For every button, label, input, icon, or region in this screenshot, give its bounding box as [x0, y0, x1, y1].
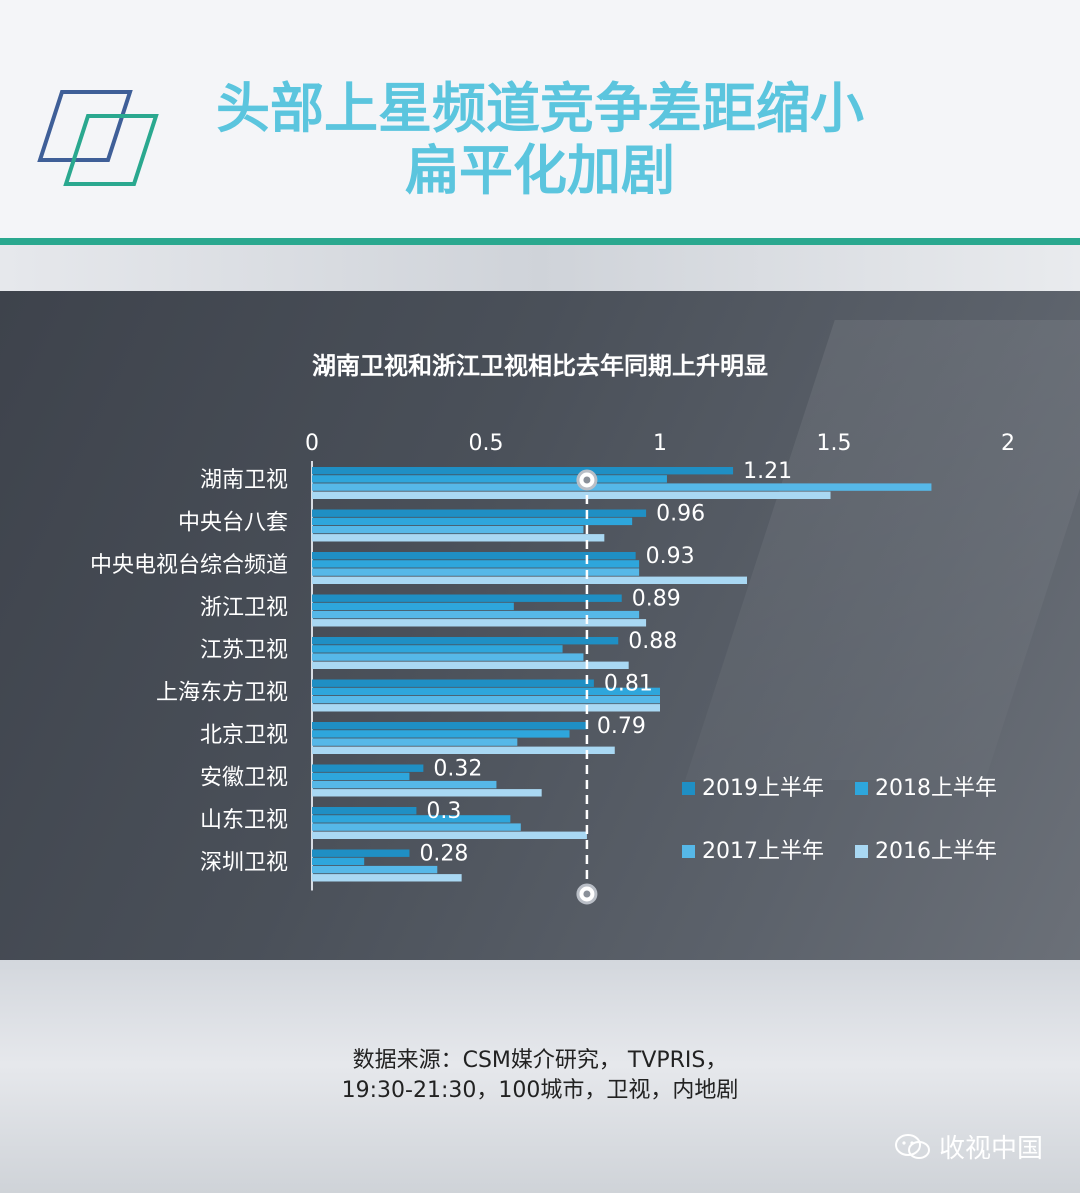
bar-3	[312, 704, 660, 712]
source-line-2: 19:30-21:30，100城市，卫视，内地剧	[341, 1078, 739, 1103]
category-label: 上海东方卫视	[156, 681, 288, 706]
x-tick-label: 1.5	[817, 431, 852, 456]
category-label: 浙江卫视	[200, 596, 288, 621]
x-tick-label: 2	[1001, 431, 1015, 456]
bar-1	[312, 730, 570, 738]
header-divider	[0, 238, 1080, 245]
bar-3	[312, 746, 615, 754]
legend-label: 2017上半年	[702, 839, 824, 864]
reference-marker-dot	[583, 476, 591, 484]
bar-2	[312, 483, 932, 491]
legend-swatch	[682, 782, 695, 795]
wechat-icon	[895, 1133, 930, 1159]
category-label: 北京卫视	[200, 723, 288, 748]
legend-label: 2016上半年	[875, 839, 997, 864]
bar-2	[312, 865, 438, 874]
background-band	[0, 245, 1080, 291]
category-label: 安徽卫视	[200, 766, 288, 791]
bar-2	[312, 653, 584, 661]
category-label: 中央电视台综合频道	[90, 553, 288, 578]
bar-1	[312, 602, 514, 611]
bar-2	[312, 568, 640, 576]
bar-0	[312, 764, 424, 772]
data-label: 0.96	[656, 502, 705, 527]
bar-1	[312, 475, 667, 483]
legend-swatch	[682, 845, 695, 858]
bar-1	[312, 687, 660, 696]
bar-chart: 0 0.5 1 1.5 2 湖南卫视 1.21 中央台八套 0.96 中央电视台综合频道 0.93 浙…	[90, 431, 1015, 905]
data-label: 0.88	[628, 629, 677, 654]
page-title-line2: 扁平化加剧	[405, 139, 675, 202]
legend-label: 2019上半年	[702, 776, 824, 801]
bar-0	[312, 509, 647, 517]
legend-label: 2018上半年	[875, 776, 997, 801]
category-label: 山东卫视	[200, 808, 288, 833]
bar-2	[312, 823, 521, 831]
bar-0	[312, 849, 410, 857]
data-label: 1.21	[743, 459, 792, 484]
data-label: 0.89	[632, 587, 681, 612]
data-label: 0.28	[419, 842, 468, 867]
header-banner	[0, 0, 1080, 238]
bar-1	[312, 857, 365, 866]
x-tick-label: 0.5	[469, 431, 504, 456]
x-tick-label: 0	[305, 431, 319, 456]
legend-swatch	[855, 782, 868, 795]
bar-2	[312, 610, 640, 619]
source-line-1: 数据来源：CSM媒介研究， TVPRIS，	[352, 1048, 728, 1073]
data-label: 0.93	[646, 544, 695, 569]
legend-swatch	[855, 845, 868, 858]
bar-1	[312, 517, 633, 526]
bar-2	[312, 525, 584, 534]
bar-0	[312, 594, 622, 602]
bar-3	[312, 576, 747, 584]
bar-3	[312, 491, 831, 499]
bar-2	[312, 695, 660, 704]
bar-3	[312, 831, 587, 839]
bar-0	[312, 807, 417, 815]
bar-3	[312, 534, 605, 542]
bar-3	[312, 661, 629, 669]
brand-watermark: 收视中国	[895, 1128, 1043, 1165]
data-label: 0.79	[597, 714, 646, 739]
data-source: 数据来源：CSM媒介研究， TVPRIS， 19:30-21:30，100城市，…	[0, 1046, 1080, 1106]
bar-2	[312, 738, 518, 746]
category-label: 深圳卫视	[200, 851, 288, 876]
data-label: 0.3	[426, 799, 461, 824]
chart-title: 湖南卫视和浙江卫视相比去年同期上升明显	[312, 352, 768, 380]
bar-3	[312, 874, 462, 882]
page-title-line1: 头部上星频道竞争差距缩小	[216, 77, 864, 140]
bar-0	[312, 467, 734, 475]
bar-0	[312, 679, 594, 687]
bar-3	[312, 789, 542, 797]
category-label: 中央台八套	[178, 511, 288, 536]
bar-0	[312, 722, 587, 730]
x-tick-label: 1	[653, 431, 667, 456]
bar-1	[312, 815, 511, 823]
data-label: 0.32	[433, 757, 482, 782]
page-title: 头部上星频道竞争差距缩小 扁平化加剧	[160, 78, 920, 202]
bar-0	[312, 552, 636, 560]
bar-1	[312, 772, 410, 781]
category-label: 湖南卫视	[200, 468, 288, 493]
data-label: 0.81	[604, 672, 653, 697]
bar-2	[312, 780, 497, 789]
brand-name: 收视中国	[939, 1134, 1044, 1164]
bar-1	[312, 560, 640, 568]
bar-1	[312, 645, 563, 653]
logo-parallelograms-icon	[37, 90, 159, 186]
bar-0	[312, 637, 619, 645]
bar-3	[312, 619, 647, 627]
category-label: 江苏卫视	[200, 638, 288, 663]
reference-marker-dot	[583, 890, 591, 898]
footer-background	[0, 960, 1080, 1193]
